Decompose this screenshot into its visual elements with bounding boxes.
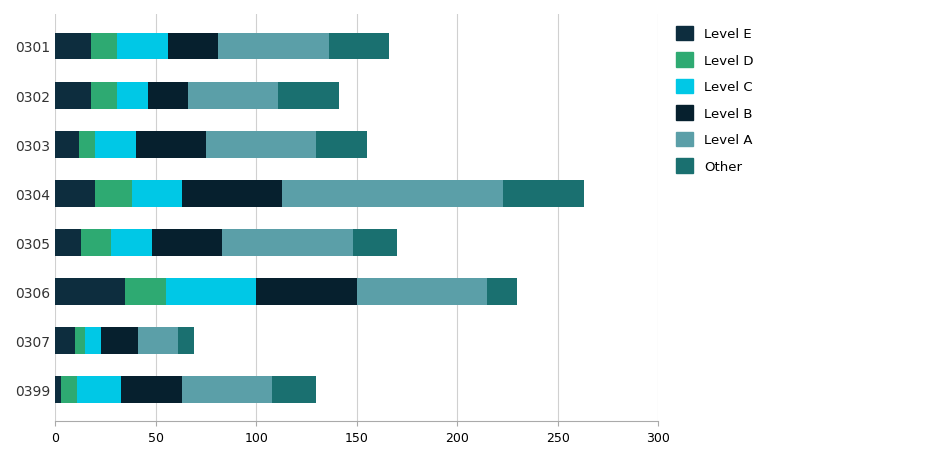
Bar bbox=[95, 180, 131, 207]
Bar bbox=[55, 34, 92, 60]
Bar bbox=[111, 229, 151, 256]
Bar bbox=[487, 278, 517, 305]
Bar bbox=[278, 82, 338, 109]
Bar bbox=[55, 278, 126, 305]
Bar bbox=[61, 376, 77, 403]
Bar bbox=[218, 34, 329, 60]
Bar bbox=[77, 376, 122, 403]
Bar bbox=[92, 82, 117, 109]
Bar bbox=[85, 327, 101, 354]
Bar bbox=[117, 82, 147, 109]
Legend: Level E, Level D, Level C, Level B, Level A, Other: Level E, Level D, Level C, Level B, Leve… bbox=[670, 22, 758, 179]
Bar bbox=[206, 131, 316, 158]
Bar bbox=[79, 131, 95, 158]
Bar bbox=[167, 34, 218, 60]
Bar bbox=[117, 34, 167, 60]
Bar bbox=[356, 278, 487, 305]
Bar bbox=[316, 131, 366, 158]
Bar bbox=[222, 229, 352, 256]
Bar bbox=[282, 180, 503, 207]
Bar bbox=[177, 327, 194, 354]
Bar bbox=[138, 327, 177, 354]
Bar bbox=[188, 82, 278, 109]
Bar bbox=[135, 131, 206, 158]
Bar bbox=[181, 180, 282, 207]
Bar bbox=[55, 327, 76, 354]
Bar bbox=[76, 327, 85, 354]
Bar bbox=[55, 376, 61, 403]
Bar bbox=[151, 229, 222, 256]
Bar bbox=[272, 376, 316, 403]
Bar bbox=[165, 278, 256, 305]
Bar bbox=[352, 229, 396, 256]
Bar bbox=[329, 34, 388, 60]
Bar bbox=[92, 34, 117, 60]
Bar bbox=[101, 327, 138, 354]
Bar bbox=[95, 131, 135, 158]
Bar bbox=[503, 180, 583, 207]
Bar bbox=[256, 278, 356, 305]
Bar bbox=[81, 229, 111, 256]
Bar bbox=[131, 180, 181, 207]
Bar bbox=[55, 82, 92, 109]
Bar bbox=[122, 376, 181, 403]
Bar bbox=[55, 131, 79, 158]
Bar bbox=[181, 376, 272, 403]
Bar bbox=[126, 278, 165, 305]
Bar bbox=[55, 180, 95, 207]
Bar bbox=[147, 82, 188, 109]
Bar bbox=[55, 229, 81, 256]
